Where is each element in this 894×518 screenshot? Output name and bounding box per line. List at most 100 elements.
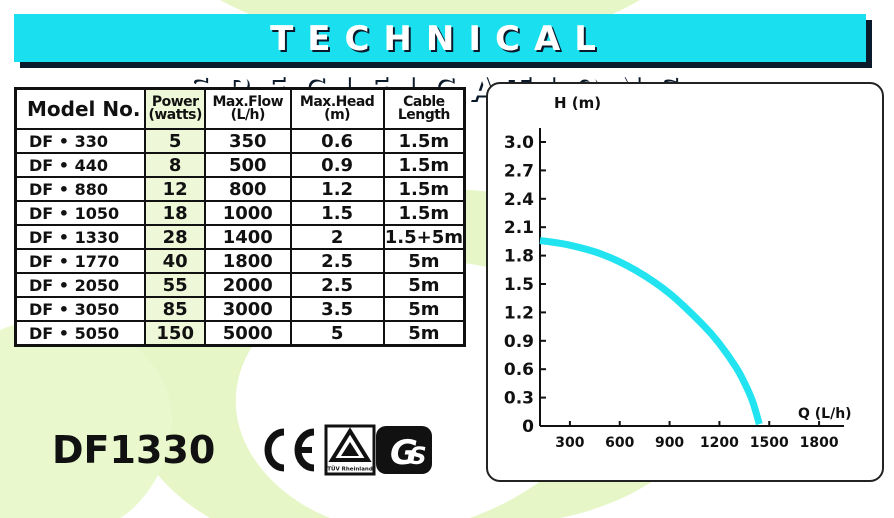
- cell-max-flow: 3000: [204, 296, 292, 322]
- performance-chart-svg: H (m) Q (L/h) 0 0.3 0.6 0.9 1.2 1.5 1.8 2.1 2.4 2…: [504, 94, 852, 451]
- cell-power: 28: [144, 224, 207, 250]
- table-row: DF • 330 5 350 0.6 1.5m: [14, 128, 466, 154]
- y-tick-label: 2.1: [504, 218, 534, 238]
- gs-mark-icon: G S: [376, 426, 432, 474]
- svg-text:G: G: [390, 433, 418, 473]
- x-tick-label: 600: [605, 435, 634, 451]
- header-text: Length: [397, 107, 451, 123]
- x-tick-label: 1500: [750, 435, 789, 451]
- x-tick-label: 1800: [800, 435, 839, 451]
- header-text: (L/h): [230, 107, 266, 123]
- cell-power: 150: [144, 320, 207, 347]
- cell-max-head: 3.5: [289, 296, 385, 322]
- header-text: Power: [151, 94, 199, 110]
- column-header-power: Power (watts): [144, 87, 207, 130]
- x-tick-label: 900: [655, 435, 684, 451]
- cell-cable-length: 5m: [382, 296, 466, 322]
- table-row: DF • 5050 150 5000 5 5m: [14, 320, 466, 347]
- y-tick-label: 1.2: [504, 303, 534, 323]
- header-text: (watts): [148, 107, 202, 123]
- cell-power: 55: [144, 272, 207, 298]
- table-row: DF • 3050 85 3000 3.5 5m: [14, 296, 466, 322]
- cell-cable-length: 5m: [382, 272, 466, 298]
- cell-model: DF • 330: [14, 128, 147, 154]
- x-tick-label: 1200: [700, 435, 739, 451]
- column-header-cable-length: Cable Length: [382, 87, 466, 130]
- banner-title: TECHNICAL SPECIFICATIONS: [186, 19, 680, 109]
- cell-model: DF • 440: [14, 152, 147, 178]
- series-line-performance-curve: [539, 237, 763, 426]
- cell-max-head: 1.5: [289, 200, 385, 226]
- tuv-rheinland-mark-icon: TÜV Rheinland: [324, 424, 376, 476]
- cell-model: DF • 5050: [14, 320, 147, 347]
- cell-cable-length: 1.5m: [382, 176, 466, 202]
- cell-max-head: 2.5: [289, 272, 385, 298]
- ce-mark-icon: [264, 428, 315, 472]
- header-text: Model No.: [27, 96, 141, 121]
- cell-max-flow: 1800: [204, 248, 292, 274]
- table-row: DF • 440 8 500 0.9 1.5m: [14, 152, 466, 178]
- cell-cable-length: 1.5m: [382, 128, 466, 154]
- table-row: DF • 880 12 800 1.2 1.5m: [14, 176, 466, 202]
- cell-model: DF • 1050: [14, 200, 147, 226]
- x-ticks: 300 600 900 1200 1500 1800: [555, 421, 839, 451]
- cell-max-flow: 2000: [204, 272, 292, 298]
- y-tick-label: 1.5: [504, 275, 534, 295]
- y-tick-label: 0.6: [504, 360, 534, 380]
- header-text: (m): [324, 107, 351, 123]
- product-code: DF1330: [52, 428, 216, 472]
- column-header-max-head: Max.Head (m): [289, 87, 385, 130]
- cell-power: 8: [144, 152, 207, 178]
- performance-chart: H (m) Q (L/h) 0 0.3 0.6 0.9 1.2 1.5 1.8 2.1 2.4 2…: [486, 82, 884, 482]
- cell-cable-length: 1.5m: [382, 152, 466, 178]
- table-row: DF • 2050 55 2000 2.5 5m: [14, 272, 466, 298]
- cell-max-head: 5: [289, 320, 385, 347]
- cell-max-flow: 1400: [204, 224, 292, 250]
- cell-model: DF • 1330: [14, 224, 147, 250]
- cell-cable-length: 1.5m: [382, 200, 466, 226]
- cell-max-flow: 350: [204, 128, 292, 154]
- cell-power: 40: [144, 248, 207, 274]
- y-tick-label: 0.3: [504, 389, 534, 409]
- header-text: Cable: [403, 94, 445, 110]
- cell-max-flow: 5000: [204, 320, 292, 347]
- cell-power: 12: [144, 176, 207, 202]
- table-row: DF • 1770 40 1800 2.5 5m: [14, 248, 466, 274]
- y-axis-label: H (m): [554, 94, 601, 112]
- y-ticks: 0 0.3 0.6 0.9 1.2 1.5 1.8 2.1 2.4 2.7 3.0: [504, 133, 546, 437]
- swirl-shape-left: [0, 318, 172, 518]
- tuv-rheinland-label: TÜV Rheinland: [327, 466, 373, 473]
- table-header-row: Model No. Power (watts) Max.Flow (L/h) Max…: [14, 87, 466, 130]
- header-text: Max.Head: [299, 94, 375, 110]
- cell-cable-length: 5m: [382, 248, 466, 274]
- y-tick-label: 2.7: [504, 161, 534, 181]
- cell-max-head: 0.9: [289, 152, 385, 178]
- x-axis-label: Q (L/h): [798, 406, 852, 422]
- cell-max-head: 0.6: [289, 128, 385, 154]
- cell-max-head: 1.2: [289, 176, 385, 202]
- cell-max-flow: 1000: [204, 200, 292, 226]
- cell-model: DF • 1770: [14, 248, 147, 274]
- cell-max-head: 2: [289, 224, 385, 250]
- specifications-table: Model No. Power (watts) Max.Flow (L/h) Max…: [14, 87, 466, 347]
- cell-max-head: 2.5: [289, 248, 385, 274]
- header-text: Max.Flow: [212, 94, 284, 110]
- x-tick-label: 300: [555, 435, 584, 451]
- cell-cable-length: 1.5+5m: [382, 224, 466, 250]
- svg-text:S: S: [409, 442, 426, 470]
- cell-max-flow: 500: [204, 152, 292, 178]
- y-tick-label: 0.9: [504, 332, 534, 352]
- cell-power: 18: [144, 200, 207, 226]
- y-tick-label: 3.0: [504, 133, 534, 153]
- title-banner: TECHNICAL SPECIFICATIONS: [14, 14, 866, 109]
- column-header-model: Model No.: [14, 87, 147, 130]
- table-row: DF • 1330 28 1400 2 1.5+5m: [14, 224, 466, 250]
- cell-model: DF • 3050: [14, 296, 147, 322]
- cell-power: 85: [144, 296, 207, 322]
- cell-power: 5: [144, 128, 207, 154]
- y-tick-label: 1.8: [504, 247, 534, 267]
- column-header-max-flow: Max.Flow (L/h): [204, 87, 292, 130]
- y-tick-label: 0: [522, 417, 534, 437]
- certification-marks: TÜV Rheinland G S: [264, 424, 432, 476]
- y-tick-label: 2.4: [504, 190, 534, 210]
